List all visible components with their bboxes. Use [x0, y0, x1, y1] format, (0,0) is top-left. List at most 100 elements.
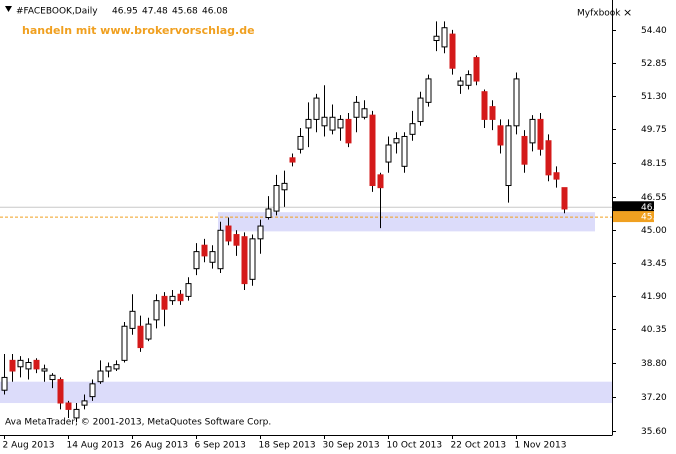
candle-body: [97, 370, 104, 383]
candle-body: [417, 97, 424, 123]
candle-body: [489, 106, 496, 120]
candle-body: [329, 116, 336, 131]
candle-body: [145, 323, 152, 340]
y-tick-label: 38.80: [641, 359, 667, 369]
candle-body: [289, 157, 296, 163]
candle-body: [65, 402, 72, 410]
candle-body: [561, 187, 568, 210]
candle-body: [81, 400, 88, 406]
y-tick-label: 48.15: [641, 159, 667, 169]
candle-body: [1, 376, 8, 391]
candle-body: [361, 108, 368, 118]
current-price-label: 46.08: [641, 203, 667, 213]
candle-body: [73, 408, 80, 419]
candle-body: [249, 238, 256, 280]
candle-body: [273, 185, 280, 212]
candle-body: [313, 97, 320, 120]
y-tick-label: 51.30: [641, 92, 667, 102]
candle-body: [545, 140, 552, 176]
candle-body: [425, 78, 432, 103]
candle-body: [89, 383, 96, 398]
candle-body: [25, 362, 32, 370]
candle-body: [209, 251, 216, 263]
header-low: 45.68: [172, 7, 198, 17]
y-tick-label: 54.40: [641, 26, 667, 36]
candle-body: [529, 118, 536, 144]
candle-body: [537, 118, 544, 150]
candle-body: [265, 208, 272, 218]
candle-body: [57, 379, 64, 404]
candle-body: [393, 138, 400, 144]
candle-body: [217, 229, 224, 270]
zone: [218, 212, 595, 232]
candle-body: [505, 125, 512, 187]
x-tick-label: 1 Nov 2013: [515, 441, 567, 451]
close-button[interactable]: ×: [623, 6, 632, 19]
candle-body: [185, 283, 192, 297]
x-tick-label: 22 Oct 2013: [451, 441, 507, 451]
header-close: 46.08: [202, 7, 228, 17]
candle-body: [409, 123, 416, 135]
candle-body: [449, 33, 456, 69]
y-tick-label: 49.75: [641, 125, 667, 135]
candle-body: [201, 244, 208, 257]
candle-body: [281, 182, 288, 191]
header-high: 47.48: [142, 7, 168, 17]
watermark: Myfxbook: [577, 9, 621, 19]
candle-body: [137, 325, 144, 349]
candle-body: [321, 116, 328, 127]
candle-body: [193, 251, 200, 270]
candle-body: [377, 174, 384, 189]
candle-body: [233, 234, 240, 246]
candle-body: [353, 101, 360, 118]
candle-body: [337, 118, 344, 129]
candle-body: [521, 135, 528, 165]
y-tick-label: 52.85: [641, 59, 667, 69]
x-tick-label: 2 Aug 2013: [3, 441, 55, 451]
promo-text: handeln mit www.brokervorschlag.de: [22, 24, 255, 37]
candle-body: [385, 144, 392, 163]
candle-body: [401, 135, 408, 167]
candle-body: [553, 172, 560, 180]
x-tick-label: 10 Oct 2013: [387, 441, 443, 451]
candle-body: [433, 35, 440, 42]
y-tick-label: 41.90: [641, 292, 667, 302]
candle-body: [105, 366, 112, 372]
candle-body: [41, 368, 48, 372]
candle-body: [457, 80, 464, 86]
candle-body: [497, 125, 504, 146]
current-price-label-box: [613, 201, 654, 213]
chart-title: #FACEBOOK,Daily: [16, 7, 98, 17]
candle-body: [9, 359, 16, 372]
alert-price-label: 45.62: [641, 213, 667, 223]
candle-body: [17, 359, 24, 368]
candle-body: [177, 293, 184, 302]
candle-body: [113, 364, 120, 370]
candle-body: [121, 325, 128, 361]
candle-body: [481, 91, 488, 120]
candle-body: [297, 135, 304, 150]
copyright: Ava MetaTrader, © 2001-2013, MetaQuotes …: [5, 418, 271, 428]
y-tick-label: 43.45: [641, 259, 667, 269]
candle-body: [305, 118, 312, 129]
symbol-icon: [5, 6, 12, 12]
x-tick-label: 30 Sep 2013: [323, 441, 380, 451]
candle-body: [441, 27, 448, 48]
zone: [0, 381, 612, 404]
candle-body: [33, 359, 40, 370]
candle-body: [465, 74, 472, 86]
x-tick-label: 26 Aug 2013: [131, 441, 189, 451]
candle-body: [169, 295, 176, 302]
header-open: 46.95: [112, 7, 138, 17]
candle-body: [257, 225, 264, 240]
candle-body: [49, 374, 56, 381]
candle-body: [369, 114, 376, 187]
x-tick-label: 6 Sep 2013: [195, 441, 246, 451]
candle-body: [513, 78, 520, 127]
candle-body: [345, 118, 352, 144]
y-tick-label: 35.60: [641, 427, 667, 437]
y-tick-label: 40.35: [641, 325, 667, 335]
candle-body: [241, 236, 248, 285]
candle-body: [225, 225, 232, 242]
